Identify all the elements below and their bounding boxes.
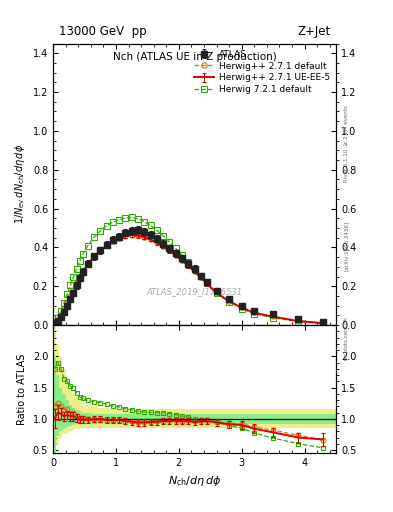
- Text: ATLAS_2019_I1736531: ATLAS_2019_I1736531: [147, 287, 242, 296]
- Herwig++ 2.7.1 default: [167, 247, 172, 253]
- Herwig 7.2.1 default: [68, 282, 73, 288]
- Herwig++ 2.7.1 default: [55, 317, 60, 324]
- Legend: ATLAS, Herwig++ 2.7.1 default, Herwig++ 2.7.1 UE-EE-5, Herwig 7.2.1 default: ATLAS, Herwig++ 2.7.1 default, Herwig++ …: [193, 48, 332, 96]
- Herwig 7.2.1 default: [161, 233, 165, 239]
- Herwig 7.2.1 default: [136, 216, 140, 222]
- Herwig 7.2.1 default: [192, 266, 197, 272]
- Herwig 7.2.1 default: [92, 234, 96, 241]
- Herwig 7.2.1 default: [173, 245, 178, 251]
- Herwig++ 2.7.1 default: [92, 253, 96, 259]
- Herwig 7.2.1 default: [77, 258, 82, 264]
- Herwig++ 2.7.1 default: [227, 298, 231, 304]
- Herwig 7.2.1 default: [71, 274, 76, 280]
- Herwig 7.2.1 default: [321, 321, 326, 327]
- Herwig++ 2.7.1 default: [186, 262, 191, 268]
- Herwig++ 2.7.1 default: [62, 307, 66, 313]
- Herwig 7.2.1 default: [74, 266, 79, 272]
- Herwig 7.2.1 default: [59, 308, 63, 314]
- Herwig 7.2.1 default: [117, 217, 121, 223]
- Herwig++ 2.7.1 default: [142, 233, 147, 240]
- Herwig 7.2.1 default: [296, 318, 301, 325]
- Herwig 7.2.1 default: [214, 290, 219, 296]
- Herwig++ 2.7.1 default: [85, 261, 90, 267]
- Herwig 7.2.1 default: [123, 215, 128, 221]
- Herwig 7.2.1 default: [252, 311, 257, 317]
- Herwig++ 2.7.1 default: [205, 280, 209, 286]
- Herwig 7.2.1 default: [65, 291, 70, 297]
- Herwig 7.2.1 default: [104, 223, 109, 229]
- Herwig 7.2.1 default: [154, 227, 159, 233]
- Herwig 7.2.1 default: [52, 318, 57, 325]
- Herwig 7.2.1 default: [129, 214, 134, 220]
- Herwig++ 2.7.1 default: [198, 274, 203, 280]
- Herwig 7.2.1 default: [198, 273, 203, 279]
- Herwig++ 2.7.1 default: [110, 238, 115, 244]
- Herwig++ 2.7.1 default: [59, 313, 63, 319]
- Herwig++ 2.7.1 default: [148, 236, 153, 242]
- Text: Rivet 3.1.10, ≥ 2.8M events: Rivet 3.1.10, ≥ 2.8M events: [344, 105, 349, 182]
- Herwig 7.2.1 default: [271, 315, 275, 321]
- Herwig++ 2.7.1 default: [104, 242, 109, 248]
- Line: Herwig 7.2.1 default: Herwig 7.2.1 default: [52, 215, 326, 326]
- Text: Z+Jet: Z+Jet: [297, 25, 331, 38]
- Herwig++ 2.7.1 default: [192, 268, 197, 274]
- Herwig++ 2.7.1 default: [296, 318, 301, 324]
- Herwig++ 2.7.1 default: [161, 243, 165, 249]
- Herwig++ 2.7.1 default: [129, 232, 134, 238]
- Herwig 7.2.1 default: [98, 228, 103, 234]
- Herwig++ 2.7.1 default: [77, 274, 82, 280]
- Herwig 7.2.1 default: [167, 239, 172, 245]
- Herwig++ 2.7.1 default: [271, 313, 275, 319]
- Herwig++ 2.7.1 default: [68, 293, 73, 300]
- Text: mcplots.cern.ch: mcplots.cern.ch: [344, 316, 349, 360]
- Herwig 7.2.1 default: [180, 252, 184, 258]
- Herwig 7.2.1 default: [239, 306, 244, 312]
- Herwig++ 2.7.1 default: [98, 247, 103, 253]
- Herwig++ 2.7.1 default: [136, 232, 140, 238]
- Herwig 7.2.1 default: [55, 315, 60, 321]
- Herwig 7.2.1 default: [186, 259, 191, 265]
- Herwig++ 2.7.1 default: [65, 300, 70, 306]
- Herwig++ 2.7.1 default: [180, 257, 184, 263]
- Herwig++ 2.7.1 default: [173, 252, 178, 258]
- Herwig++ 2.7.1 default: [52, 319, 57, 326]
- Herwig 7.2.1 default: [142, 219, 147, 225]
- X-axis label: $N_{\rm ch}/d\eta\,d\phi$: $N_{\rm ch}/d\eta\,d\phi$: [168, 474, 221, 487]
- Herwig 7.2.1 default: [227, 298, 231, 305]
- Herwig++ 2.7.1 default: [117, 235, 121, 241]
- Herwig++ 2.7.1 default: [123, 233, 128, 239]
- Line: Herwig++ 2.7.1 default: Herwig++ 2.7.1 default: [52, 232, 326, 326]
- Herwig 7.2.1 default: [62, 300, 66, 306]
- Y-axis label: Ratio to ATLAS: Ratio to ATLAS: [17, 353, 27, 425]
- Text: 13000 GeV  pp: 13000 GeV pp: [59, 25, 146, 38]
- Herwig 7.2.1 default: [81, 251, 85, 258]
- Herwig++ 2.7.1 default: [239, 304, 244, 310]
- Herwig 7.2.1 default: [205, 280, 209, 286]
- Herwig++ 2.7.1 default: [154, 239, 159, 245]
- Y-axis label: $1/N_{\rm ev}\,dN_{\rm ch}/d\eta\,d\phi$: $1/N_{\rm ev}\,dN_{\rm ch}/d\eta\,d\phi$: [13, 144, 27, 224]
- Herwig++ 2.7.1 default: [81, 268, 85, 274]
- Herwig++ 2.7.1 default: [74, 280, 79, 286]
- Herwig 7.2.1 default: [110, 219, 115, 225]
- Herwig++ 2.7.1 default: [321, 320, 326, 326]
- Text: [arXiv:1306.3436]: [arXiv:1306.3436]: [344, 221, 349, 271]
- Herwig++ 2.7.1 default: [71, 287, 76, 293]
- Text: Nch (ATLAS UE in Z production): Nch (ATLAS UE in Z production): [113, 52, 276, 62]
- Herwig 7.2.1 default: [85, 243, 90, 249]
- Herwig++ 2.7.1 default: [252, 309, 257, 315]
- Herwig 7.2.1 default: [148, 222, 153, 228]
- Herwig++ 2.7.1 default: [214, 289, 219, 295]
